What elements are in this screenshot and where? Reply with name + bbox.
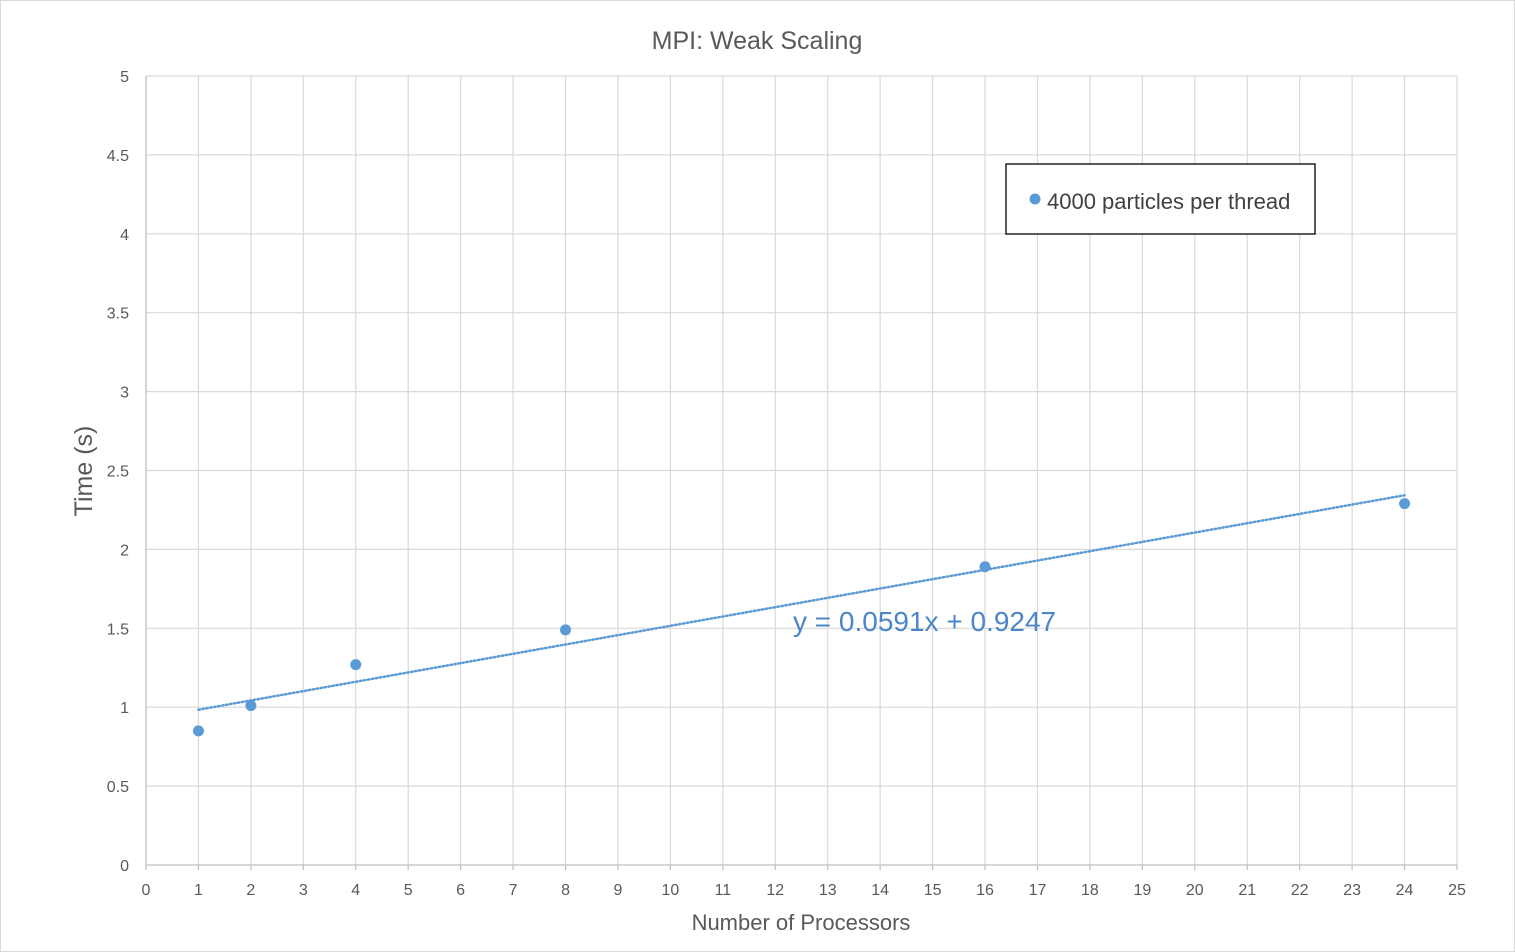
y-tick-label-3: 3 bbox=[120, 385, 129, 402]
legend-marker bbox=[1029, 193, 1041, 205]
y-tick-label-4: 4 bbox=[120, 227, 129, 244]
y-tick-label-0: 0 bbox=[120, 858, 129, 875]
data-point-24 bbox=[1399, 498, 1411, 510]
x-tick-label-12: 12 bbox=[766, 882, 784, 899]
x-tick-label-13: 13 bbox=[819, 882, 837, 899]
x-tick-label-9: 9 bbox=[614, 882, 623, 899]
y-axis-label: Time (s) bbox=[70, 426, 98, 517]
y-tick-label-3.5: 3.5 bbox=[107, 306, 129, 323]
legend: 4000 particles per thread bbox=[1005, 163, 1316, 235]
x-tick-labels: 0 1 2 3 4 5 6 7 8 9 10 11 12 13 14 15 16 17 18 19 20 21 22 23 24… bbox=[142, 882, 1466, 899]
x-tick-label-24: 24 bbox=[1396, 882, 1414, 899]
legend-label: 4000 particles per thread bbox=[1047, 189, 1290, 214]
data-point-1 bbox=[192, 725, 204, 737]
trendline-equation: y = 0.0591x + 0.9247 bbox=[793, 606, 1056, 637]
legend-box bbox=[1005, 163, 1316, 235]
y-tick-label-1.5: 1.5 bbox=[107, 621, 129, 638]
y-tick-label-5: 5 bbox=[120, 69, 129, 86]
x-axis-label: Number of Processors bbox=[692, 910, 911, 935]
x-tick-label-7: 7 bbox=[509, 882, 518, 899]
y-tick-label-4.5: 4.5 bbox=[107, 148, 129, 165]
axes bbox=[145, 76, 1458, 870]
x-tick-label-0: 0 bbox=[142, 882, 151, 899]
y-tick-labels: 0 0.5 1 1.5 2 2.5 3 3.5 4 4.5 5 bbox=[107, 69, 129, 875]
data-point-16 bbox=[979, 561, 991, 573]
x-tick-label-1: 1 bbox=[194, 882, 203, 899]
x-tick-label-16: 16 bbox=[976, 882, 994, 899]
data-points bbox=[192, 498, 1411, 737]
x-tick-label-21: 21 bbox=[1238, 882, 1256, 899]
x-tick-label-23: 23 bbox=[1343, 882, 1361, 899]
x-tick-label-11: 11 bbox=[715, 882, 732, 899]
y-tick-label-1: 1 bbox=[120, 700, 129, 717]
x-tick-label-5: 5 bbox=[404, 882, 413, 899]
trendline-line bbox=[197, 494, 1406, 712]
chart-title: MPI: Weak Scaling bbox=[652, 27, 863, 55]
x-tick-label-22: 22 bbox=[1291, 882, 1309, 899]
x-tick-label-20: 20 bbox=[1186, 882, 1204, 899]
data-point-4 bbox=[350, 659, 362, 671]
data-point-8 bbox=[560, 624, 572, 636]
x-tick-label-25: 25 bbox=[1448, 882, 1466, 899]
x-tick-label-6: 6 bbox=[456, 882, 465, 899]
data-point-2 bbox=[245, 700, 257, 712]
y-tick-label-2.5: 2.5 bbox=[107, 464, 129, 481]
x-tick-label-2: 2 bbox=[246, 882, 255, 899]
x-tick-label-14: 14 bbox=[871, 882, 889, 899]
x-tick-label-3: 3 bbox=[299, 882, 308, 899]
x-tick-label-4: 4 bbox=[351, 882, 360, 899]
y-tick-label-2: 2 bbox=[120, 542, 129, 559]
x-tick-label-19: 19 bbox=[1133, 882, 1151, 899]
x-tick-label-8: 8 bbox=[561, 882, 570, 899]
x-tick-label-18: 18 bbox=[1081, 882, 1099, 899]
x-tick-label-17: 17 bbox=[1029, 882, 1047, 899]
y-tick-label-0.5: 0.5 bbox=[107, 779, 129, 796]
x-tick-label-10: 10 bbox=[662, 882, 680, 899]
trendline bbox=[197, 494, 1406, 712]
x-tick-label-15: 15 bbox=[924, 882, 942, 899]
